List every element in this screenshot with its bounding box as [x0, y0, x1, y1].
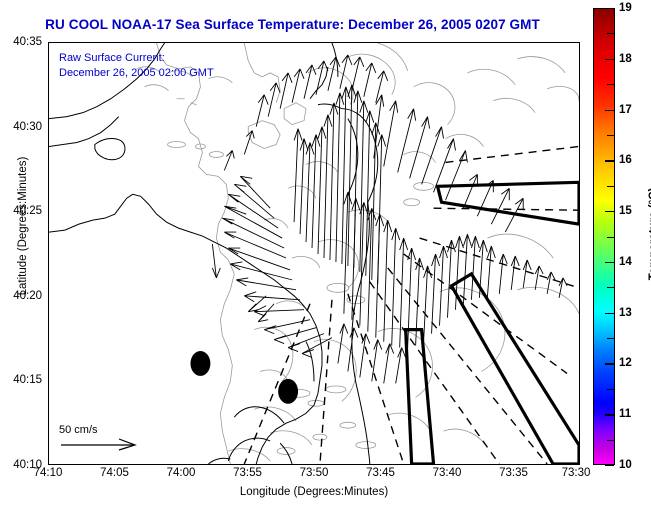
y-tick-label: 40:30 [13, 120, 42, 133]
colorbar-tick-label: 11 [619, 408, 632, 421]
colorbar-tick-label: 19 [619, 2, 632, 14]
x-tick-label: 73:50 [299, 467, 329, 479]
x-tick-label: 73:30 [561, 467, 591, 479]
current-vector-field [211, 54, 568, 384]
colorbar-tick-label: 14 [619, 255, 632, 268]
x-tick-label: 74:10 [33, 467, 63, 479]
x-tick-label: 73:55 [233, 467, 262, 479]
x-tick-label: 73:45 [366, 467, 395, 479]
bathymetry-contours [136, 43, 579, 464]
y-tick-label: 40:25 [13, 205, 42, 218]
scale-legend-label: 50 cm/s [59, 424, 98, 436]
colorbar-tick-label: 17 [619, 103, 632, 116]
colorbar-tick-label: 16 [619, 154, 632, 167]
colorbar-ticks: 19 18 17 16 15 14 13 12 11 10 [593, 2, 637, 471]
scale-legend: 50 cm/s [59, 424, 169, 456]
station-markers [190, 351, 299, 404]
y-axis-ticks: 40:35 40:30 40:25 40:20 40:15 40:10 [0, 36, 46, 471]
x-tick-label: 73:35 [499, 467, 528, 479]
x-axis-title: Longitude (Degrees:Minutes) [239, 486, 389, 498]
x-axis-ticks: 74:10 74:05 74:00 73:55 73:50 73:45 73:4… [34, 467, 591, 485]
x-tick-label: 73:40 [432, 467, 462, 479]
colorbar-tick-label: 18 [619, 52, 632, 65]
radar-bearing-lines [243, 145, 579, 464]
x-tick-label: 74:05 [100, 467, 129, 479]
colorbar-tick-label: 10 [619, 459, 632, 471]
station-marker-2 [278, 378, 299, 404]
y-axis-title: Latitude (Degrees:Minutes) [17, 156, 29, 296]
map-plot-area[interactable]: Raw Surface Current: December 26, 2005 0… [48, 42, 580, 465]
y-tick-label: 40:15 [13, 374, 42, 387]
station-marker-1 [190, 351, 211, 376]
x-tick-label: 74:00 [166, 467, 196, 479]
colorbar-tick-label: 13 [619, 306, 632, 319]
page-title: RU COOL NOAA-17 Sea Surface Temperature:… [45, 17, 540, 32]
temperature-colorbar[interactable] [593, 8, 615, 465]
colorbar-tick-label: 15 [619, 205, 632, 218]
right-arrow-icon [61, 438, 137, 451]
y-tick-label: 40:10 [13, 459, 42, 471]
y-tick-label: 40:35 [13, 36, 42, 48]
y-tick-label: 40:20 [13, 289, 42, 302]
map-vector-layer [49, 43, 579, 464]
colorbar-tick-label: 12 [619, 357, 632, 370]
